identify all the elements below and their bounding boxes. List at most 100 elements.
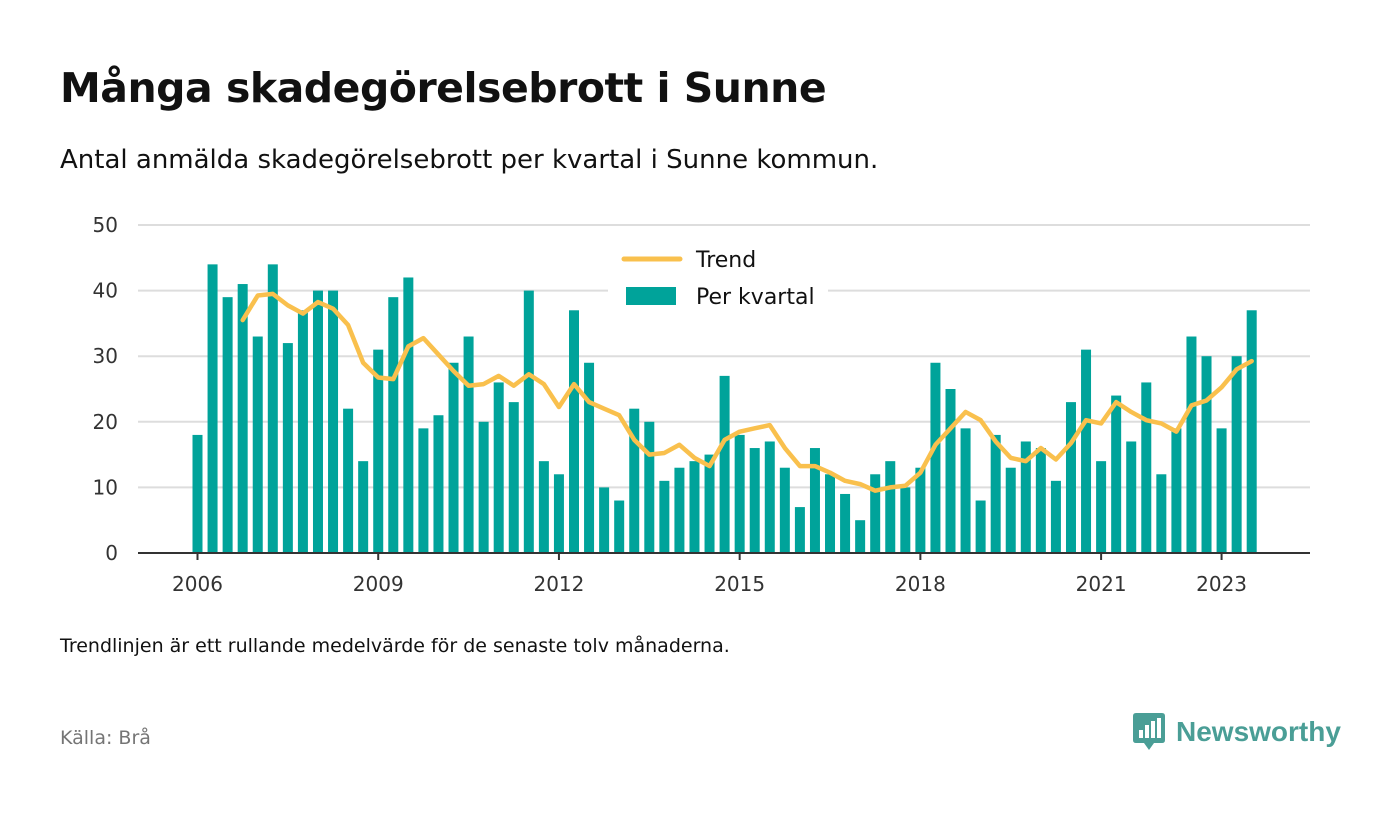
- bar: [1186, 336, 1197, 553]
- footnote: Trendlinjen är ett rullande medelvärde f…: [60, 635, 730, 657]
- bar: [1246, 310, 1257, 553]
- bar: [825, 474, 836, 553]
- bar: [388, 297, 399, 553]
- legend-label-per-kvartal: Per kvartal: [696, 285, 815, 310]
- bar: [252, 336, 263, 553]
- bar: [373, 349, 384, 553]
- bar: [1231, 356, 1242, 553]
- bar: [584, 362, 595, 553]
- bar: [1096, 461, 1107, 553]
- bar: [840, 493, 851, 553]
- y-tick-label: 0: [105, 541, 118, 565]
- x-tick-label: 2023: [1196, 572, 1247, 596]
- x-tick-label: 2006: [172, 572, 223, 596]
- bar: [312, 290, 323, 553]
- axes: 0 10 20 30 40 50 2006 2009 2012 2015 2018 2021 2023: [93, 213, 1310, 596]
- trend-line: [240, 291, 1254, 493]
- bar: [358, 461, 369, 553]
- bar: [1171, 428, 1182, 553]
- bar: [1201, 356, 1212, 553]
- bar: [433, 415, 444, 553]
- x-tick-label: 2015: [714, 572, 765, 596]
- legend-swatch-per-kvartal: [626, 287, 676, 305]
- bar: [870, 474, 881, 553]
- bar: [297, 310, 308, 553]
- bar: [629, 408, 640, 553]
- bar: [734, 434, 745, 553]
- bar: [267, 264, 278, 553]
- x-tick-label: 2009: [353, 572, 404, 596]
- bar: [599, 487, 610, 553]
- bar: [1020, 441, 1031, 553]
- bar: [900, 487, 911, 553]
- bar: [975, 500, 986, 553]
- y-tick-label: 20: [93, 410, 118, 434]
- newsworthy-logo-icon: [1133, 713, 1165, 750]
- bar: [222, 297, 233, 553]
- bar: [809, 448, 820, 553]
- bar: [1111, 395, 1122, 553]
- bar: [523, 290, 534, 553]
- bar: [478, 421, 489, 553]
- bar: [794, 507, 805, 553]
- y-tick-label: 40: [93, 279, 118, 303]
- bar: [719, 375, 730, 553]
- bar: [569, 310, 579, 553]
- bar: [192, 434, 203, 553]
- bar: [960, 428, 971, 553]
- bar: [764, 441, 775, 553]
- bar: [538, 461, 549, 553]
- y-tick-label: 30: [93, 344, 118, 368]
- x-tick-label: 2021: [1076, 572, 1127, 596]
- y-tick-label: 50: [93, 213, 118, 237]
- bar: [1081, 349, 1092, 553]
- bar: [282, 343, 293, 553]
- bar: [418, 428, 429, 553]
- brand-name: Newsworthy: [1176, 716, 1341, 747]
- chart-subtitle: Antal anmälda skadegörelsebrott per kvar…: [60, 145, 879, 175]
- bar: [930, 362, 941, 553]
- bar: [945, 389, 956, 553]
- bar: [704, 454, 715, 553]
- chart-title: Många skadegörelsebrott i Sunne: [60, 64, 827, 112]
- bar: [1216, 428, 1227, 553]
- x-tick-label: 2012: [533, 572, 584, 596]
- bar: [403, 277, 414, 553]
- bar: [674, 467, 685, 553]
- legend-label-trend: Trend: [695, 248, 756, 273]
- bar: [553, 474, 564, 553]
- bar: [1005, 467, 1016, 553]
- bar: [463, 336, 474, 553]
- bar-series: [192, 264, 1257, 553]
- bar: [1126, 441, 1137, 553]
- bar: [448, 362, 459, 553]
- y-tick-label: 10: [93, 475, 118, 499]
- bar: [644, 421, 655, 553]
- bar: [749, 448, 760, 553]
- bar: [1050, 480, 1061, 553]
- bar: [779, 467, 790, 553]
- bar: [659, 480, 670, 553]
- bar: [915, 467, 926, 553]
- bar: [990, 434, 1001, 553]
- bar: [1141, 382, 1152, 553]
- bar: [508, 402, 519, 553]
- bar: [207, 264, 218, 553]
- legend: Trend Per kvartal: [608, 248, 828, 314]
- bar: [1156, 474, 1167, 553]
- bar: [855, 520, 866, 553]
- bar: [328, 290, 339, 553]
- bar: [343, 408, 354, 553]
- bar: [689, 461, 700, 553]
- bar: [1035, 448, 1046, 553]
- x-tick-label: 2018: [895, 572, 946, 596]
- bar: [885, 461, 896, 553]
- brand-logo[interactable]: Newsworthy: [1132, 712, 1341, 752]
- trend-series: [240, 291, 1254, 493]
- bar: [493, 382, 504, 553]
- bar: [1065, 402, 1076, 553]
- bar: [614, 500, 625, 553]
- source-label: Källa: Brå: [60, 727, 151, 749]
- bar: [237, 284, 248, 553]
